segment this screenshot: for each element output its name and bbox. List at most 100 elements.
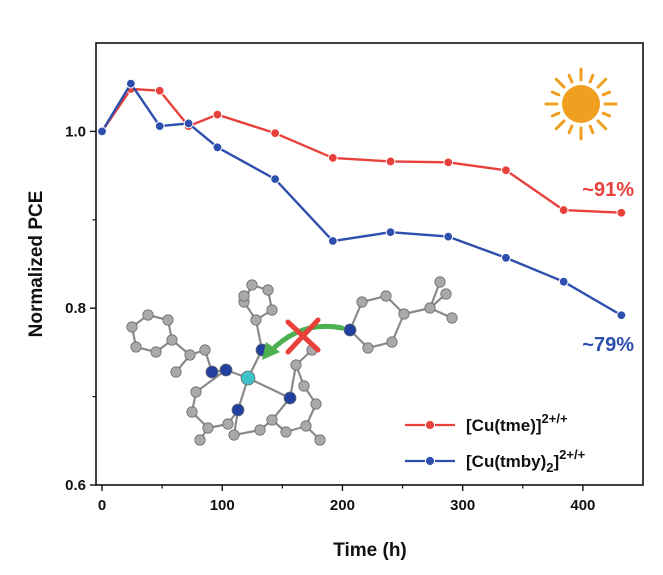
molecule-atom <box>228 429 240 441</box>
molecule-atom <box>194 434 206 446</box>
molecule-atom <box>298 380 310 392</box>
sun-ray <box>567 73 574 84</box>
data-point-1 <box>154 121 165 131</box>
data-point-1 <box>558 276 569 287</box>
x-tick-label: 300 <box>450 497 475 514</box>
molecule-atom <box>386 336 398 348</box>
data-point-0 <box>558 205 569 215</box>
molecule-atom <box>170 366 182 378</box>
series-1 <box>97 78 627 321</box>
y-tick-label: 0.6 <box>65 477 86 494</box>
legend: [Cu(tme)]2+/+ [Cu(tmby)2]2+/+ <box>405 411 586 475</box>
data-point-0 <box>327 153 338 163</box>
x-axis-title: Time (h) <box>333 540 407 561</box>
data-point-1 <box>183 118 194 129</box>
plot-frame <box>95 42 644 486</box>
molecule-atom <box>314 434 326 446</box>
y-tick-label: 0.8 <box>65 300 86 317</box>
annotation-blue: ~79% <box>582 334 634 356</box>
molecule-atom <box>240 370 256 386</box>
series-line-0 <box>101 87 622 214</box>
molecule-illustration <box>126 276 458 446</box>
molecule-atom <box>266 414 278 426</box>
molecule-atom <box>362 342 374 354</box>
axes: 0 100 200 300 400 0.6 0.8 1.0 <box>65 42 644 514</box>
legend-marker-blue <box>424 455 436 467</box>
data-point-1 <box>270 174 281 185</box>
molecule-bond <box>247 377 291 399</box>
sun-disc <box>562 85 600 123</box>
molecule-atom <box>199 344 211 356</box>
sun-ray <box>550 111 561 118</box>
y-axis-title: Normalized PCE <box>26 191 47 338</box>
molecule-atom <box>343 323 357 337</box>
molecule-atom <box>166 334 178 346</box>
data-point-0 <box>212 109 223 120</box>
molecule-atom <box>283 391 297 405</box>
molecule-atom <box>219 363 233 377</box>
molecule-atom <box>398 308 410 320</box>
series-layer <box>97 78 627 321</box>
molecule-atom <box>356 296 368 308</box>
sun-ray <box>588 124 595 135</box>
molecule-atom <box>424 302 436 314</box>
data-point-0 <box>501 165 511 176</box>
molecule-atom <box>434 276 446 288</box>
sun-ray <box>588 73 595 84</box>
molecule-atom <box>446 312 458 324</box>
data-point-1 <box>327 236 338 246</box>
green-arrow <box>267 323 345 355</box>
molecule-atom <box>246 279 258 291</box>
molecule-atom <box>380 290 392 302</box>
molecule-atom <box>262 284 274 296</box>
legend-label-blue: [Cu(tmby)2]2+/+ <box>466 447 586 475</box>
data-point-1 <box>97 126 107 137</box>
x-tick-label: 100 <box>210 497 235 514</box>
data-point-0 <box>616 207 627 218</box>
molecule-atom <box>184 349 196 361</box>
molecule-atom <box>190 386 202 398</box>
sun-ray <box>601 111 612 118</box>
molecule-atom <box>310 398 322 410</box>
data-point-1 <box>616 310 627 321</box>
sun-icon <box>544 67 618 141</box>
molecule-atom <box>205 365 219 379</box>
molecule-atom <box>280 426 292 438</box>
x-tick-label: 400 <box>570 497 595 514</box>
sun-ray <box>554 77 566 89</box>
molecule-atom <box>290 359 302 371</box>
molecule-atom <box>254 424 266 436</box>
x-tick-label: 200 <box>330 497 355 514</box>
molecule-atom <box>222 418 234 430</box>
sun-ray <box>596 77 608 89</box>
molecule-atom <box>126 321 138 333</box>
molecule-atom <box>250 314 262 326</box>
legend-marker-red <box>424 419 436 431</box>
data-point-1 <box>212 142 223 153</box>
y-tick-label: 1.0 <box>65 123 86 140</box>
molecule-atom <box>238 290 250 302</box>
data-point-1 <box>385 227 396 238</box>
molecule-atom <box>186 406 198 418</box>
molecule-atom <box>142 309 154 321</box>
sun-ray <box>596 119 608 131</box>
data-point-1 <box>125 78 136 89</box>
sun-ray <box>554 119 566 131</box>
sun-ray <box>550 90 561 97</box>
x-tick-label: 0 <box>98 497 106 514</box>
data-point-0 <box>443 157 454 168</box>
annotation-red: ~91% <box>582 179 634 201</box>
green-arrow-head <box>262 342 280 360</box>
molecule-atom <box>231 403 245 417</box>
data-point-0 <box>154 85 165 96</box>
series-line-1 <box>100 82 622 317</box>
data-point-0 <box>270 128 281 139</box>
sun-ray <box>601 90 612 97</box>
data-point-1 <box>443 231 454 242</box>
molecule-atom <box>162 314 174 326</box>
sun-ray <box>567 124 574 135</box>
molecule-atom <box>300 420 312 432</box>
molecule-atom <box>202 422 214 434</box>
red-cross-stroke <box>285 317 321 355</box>
